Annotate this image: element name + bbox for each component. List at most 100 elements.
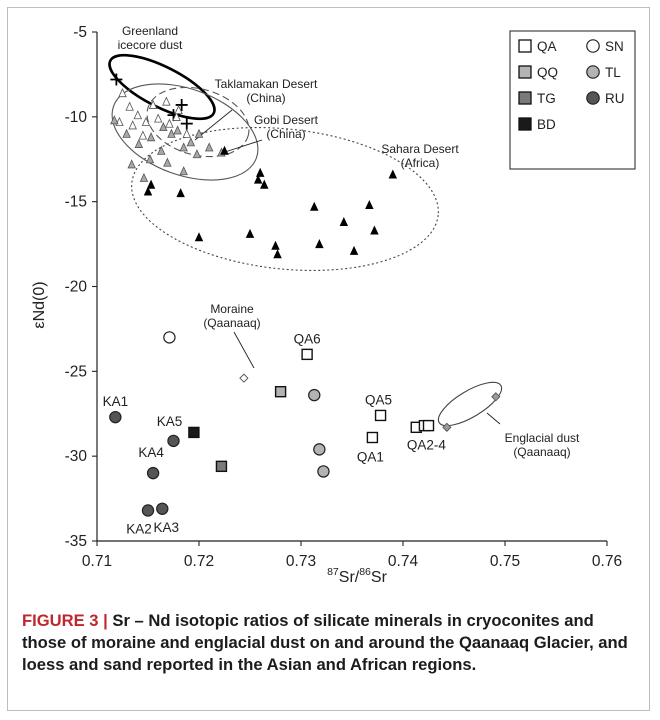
legend-label-qq: QQ [537,65,558,80]
taklamakan-label-line2: (China) [246,91,285,105]
triangle-point [127,159,136,169]
triangle-point [220,145,229,155]
triangle-point [273,249,282,259]
figure-caption-text: Sr – Nd isotopic ratios of silicate mine… [22,611,628,675]
triangle-point [134,138,144,148]
triangle-point [153,113,163,123]
taklamakan-label-line1: Taklamakan Desert [215,77,318,91]
greenland-label: Greenland icecore dust [118,24,183,52]
triangle-point [173,125,182,135]
y-ticks: -5 -10 -15 -20 -25 -30 -35 [65,24,97,550]
greenland-label-line1: Greenland [122,24,178,38]
x-axis-label: 87Sr/86Sr [327,566,388,586]
figure-caption-label: FIGURE 3 | [22,611,108,630]
data-points [109,73,501,517]
triangle-point [157,145,166,155]
triangle-point [315,239,324,249]
legend-marker-qq [518,65,532,79]
legend-marker-ru [586,91,600,105]
x-label-superscript-86: 86 [359,566,371,578]
y-tick-label: -15 [65,194,87,211]
sahara-label-line1: Sahara Desert [381,142,459,156]
legend-label-tg: TG [537,91,556,106]
legend-marker-sn [586,39,600,53]
qa-point [366,431,379,444]
gobi-ellipse [146,86,250,158]
triangle-point [159,121,168,132]
triangle-point [194,232,204,242]
triangle-point [146,132,156,142]
qa-point [422,419,435,432]
triangle-point [118,88,127,98]
tl-point [317,465,330,478]
legend-marker-qa [518,39,532,53]
triangle-point [370,225,379,235]
x-tick-label: 0.75 [490,553,520,570]
x-label-sr-slash: Sr/ [339,569,360,586]
x-tick-label: 0.73 [286,553,316,570]
y-tick-label: -35 [65,533,87,550]
point-label-qa2-4: QA2-4 [407,438,447,453]
triangle-point [139,172,149,182]
point-label-ka4: KA4 [138,445,164,460]
triangle-point [133,110,143,120]
gobi-label: Gobi Desert (China) [254,113,319,141]
triangle-point [138,130,148,140]
moraine-label-line2: (Qaanaaq) [203,316,260,330]
triangle-point [125,101,134,111]
triangle-point [174,105,183,115]
y-tick-label: -5 [73,24,87,41]
x-ticks: 0.71 0.72 0.73 0.74 0.75 0.76 [82,541,622,570]
triangle-point [339,216,349,227]
triangle-point [110,115,119,125]
legend-label-ru: RU [605,91,625,106]
tg-point [215,460,228,473]
triangle-point [179,166,188,176]
moraine-pointer [233,331,255,369]
englacial-dust-ellipse [437,381,503,427]
triangle-point [349,245,359,255]
triangle-point [260,179,269,189]
point-label-qa5: QA5 [365,392,392,407]
triangle-point [143,186,153,196]
sahara-label-line2: (Africa) [401,156,440,170]
tl-point [308,388,321,402]
triangle-point [172,111,181,121]
x-tick-label: 0.72 [184,553,214,570]
triangle-point [365,200,374,210]
sn-point [163,331,176,344]
ru-point [109,410,122,424]
triangle-point [176,188,185,198]
taklamakan-label: Taklamakan Desert (China) [215,77,318,105]
legend-marker-tl [586,65,600,79]
gobi-label-line1: Gobi Desert [254,113,319,127]
ru-point [156,502,169,515]
point-labels: QA6 QA5 QA1 QA2-4 KA1 KA5 KA4 KA2 KA3 [103,331,447,536]
triangle-point [167,128,176,138]
triangle-point [253,174,263,184]
scatter-chart: 0.71 0.72 0.73 0.74 0.75 0.76 -5-10-15-20-25-… [31,24,636,586]
moraine-label-line1: Moraine [210,302,254,316]
gobi-pointer [224,139,263,153]
diamond-point [442,422,452,432]
triangle-point [388,169,398,179]
legend-label-tl: TL [605,65,621,80]
triangle-point [271,240,280,250]
axes: 0.71 0.72 0.73 0.74 0.75 0.76 -5-10-15-20-25-… [31,24,622,586]
point-label-ka5: KA5 [157,414,183,429]
x-tick-label: 0.74 [388,553,419,570]
triangle-point [163,157,172,167]
x-tick-label: 0.76 [592,553,622,570]
gobi-label-line2: (China) [266,127,305,141]
y-tick-label: -30 [65,448,88,465]
englacial-label: Englacial dust (Qaanaaq) [505,431,580,459]
sahara-ellipse [131,126,439,272]
y-tick-label: -10 [65,109,88,126]
qq-point [274,385,287,398]
y-tick-label: -25 [65,363,87,380]
triangle-point [192,149,202,159]
diamond-point [491,392,501,402]
legend-label-qa: QA [537,39,557,54]
englacial-pointer [486,412,501,425]
point-label-ka2: KA2 [126,521,152,536]
